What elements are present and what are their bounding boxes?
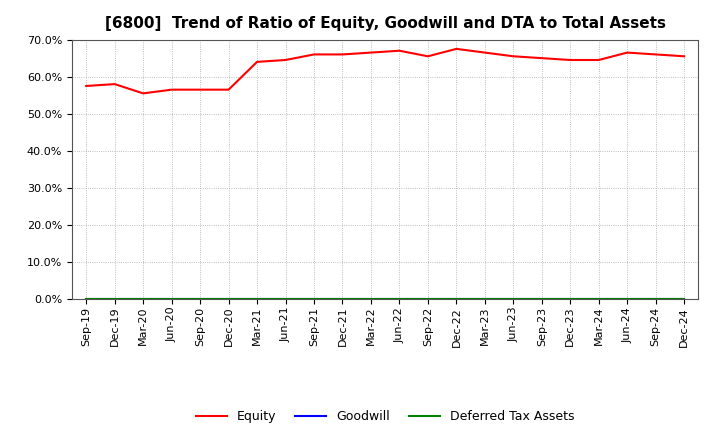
Deferred Tax Assets (167, 297, 176, 302)
Equity (395, 48, 404, 53)
Deferred Tax Assets (338, 297, 347, 302)
Deferred Tax Assets (452, 297, 461, 302)
Goodwill (253, 297, 261, 302)
Goodwill (338, 297, 347, 302)
Equity (595, 57, 603, 62)
Deferred Tax Assets (623, 297, 631, 302)
Goodwill (139, 297, 148, 302)
Equity (110, 81, 119, 87)
Goodwill (196, 297, 204, 302)
Deferred Tax Assets (366, 297, 375, 302)
Equity (196, 87, 204, 92)
Goodwill (595, 297, 603, 302)
Deferred Tax Assets (282, 297, 290, 302)
Deferred Tax Assets (253, 297, 261, 302)
Equity (652, 52, 660, 57)
Goodwill (82, 297, 91, 302)
Deferred Tax Assets (680, 297, 688, 302)
Goodwill (509, 297, 518, 302)
Equity (139, 91, 148, 96)
Equity (537, 55, 546, 61)
Goodwill (566, 297, 575, 302)
Goodwill (623, 297, 631, 302)
Equity (680, 54, 688, 59)
Goodwill (110, 297, 119, 302)
Goodwill (680, 297, 688, 302)
Deferred Tax Assets (537, 297, 546, 302)
Equity (623, 50, 631, 55)
Equity (423, 54, 432, 59)
Goodwill (282, 297, 290, 302)
Deferred Tax Assets (480, 297, 489, 302)
Equity (167, 87, 176, 92)
Equity (82, 83, 91, 88)
Deferred Tax Assets (595, 297, 603, 302)
Equity (338, 52, 347, 57)
Goodwill (167, 297, 176, 302)
Deferred Tax Assets (139, 297, 148, 302)
Title: [6800]  Trend of Ratio of Equity, Goodwill and DTA to Total Assets: [6800] Trend of Ratio of Equity, Goodwil… (104, 16, 666, 32)
Equity (282, 57, 290, 62)
Deferred Tax Assets (423, 297, 432, 302)
Line: Equity: Equity (86, 49, 684, 93)
Equity (566, 57, 575, 62)
Equity (225, 87, 233, 92)
Goodwill (423, 297, 432, 302)
Goodwill (366, 297, 375, 302)
Legend: Equity, Goodwill, Deferred Tax Assets: Equity, Goodwill, Deferred Tax Assets (191, 405, 580, 428)
Equity (366, 50, 375, 55)
Goodwill (537, 297, 546, 302)
Deferred Tax Assets (395, 297, 404, 302)
Goodwill (452, 297, 461, 302)
Goodwill (652, 297, 660, 302)
Equity (253, 59, 261, 65)
Equity (480, 50, 489, 55)
Deferred Tax Assets (82, 297, 91, 302)
Equity (310, 52, 318, 57)
Deferred Tax Assets (196, 297, 204, 302)
Deferred Tax Assets (110, 297, 119, 302)
Deferred Tax Assets (566, 297, 575, 302)
Deferred Tax Assets (652, 297, 660, 302)
Goodwill (480, 297, 489, 302)
Goodwill (310, 297, 318, 302)
Goodwill (395, 297, 404, 302)
Equity (509, 54, 518, 59)
Deferred Tax Assets (225, 297, 233, 302)
Equity (452, 46, 461, 51)
Deferred Tax Assets (310, 297, 318, 302)
Deferred Tax Assets (509, 297, 518, 302)
Goodwill (225, 297, 233, 302)
